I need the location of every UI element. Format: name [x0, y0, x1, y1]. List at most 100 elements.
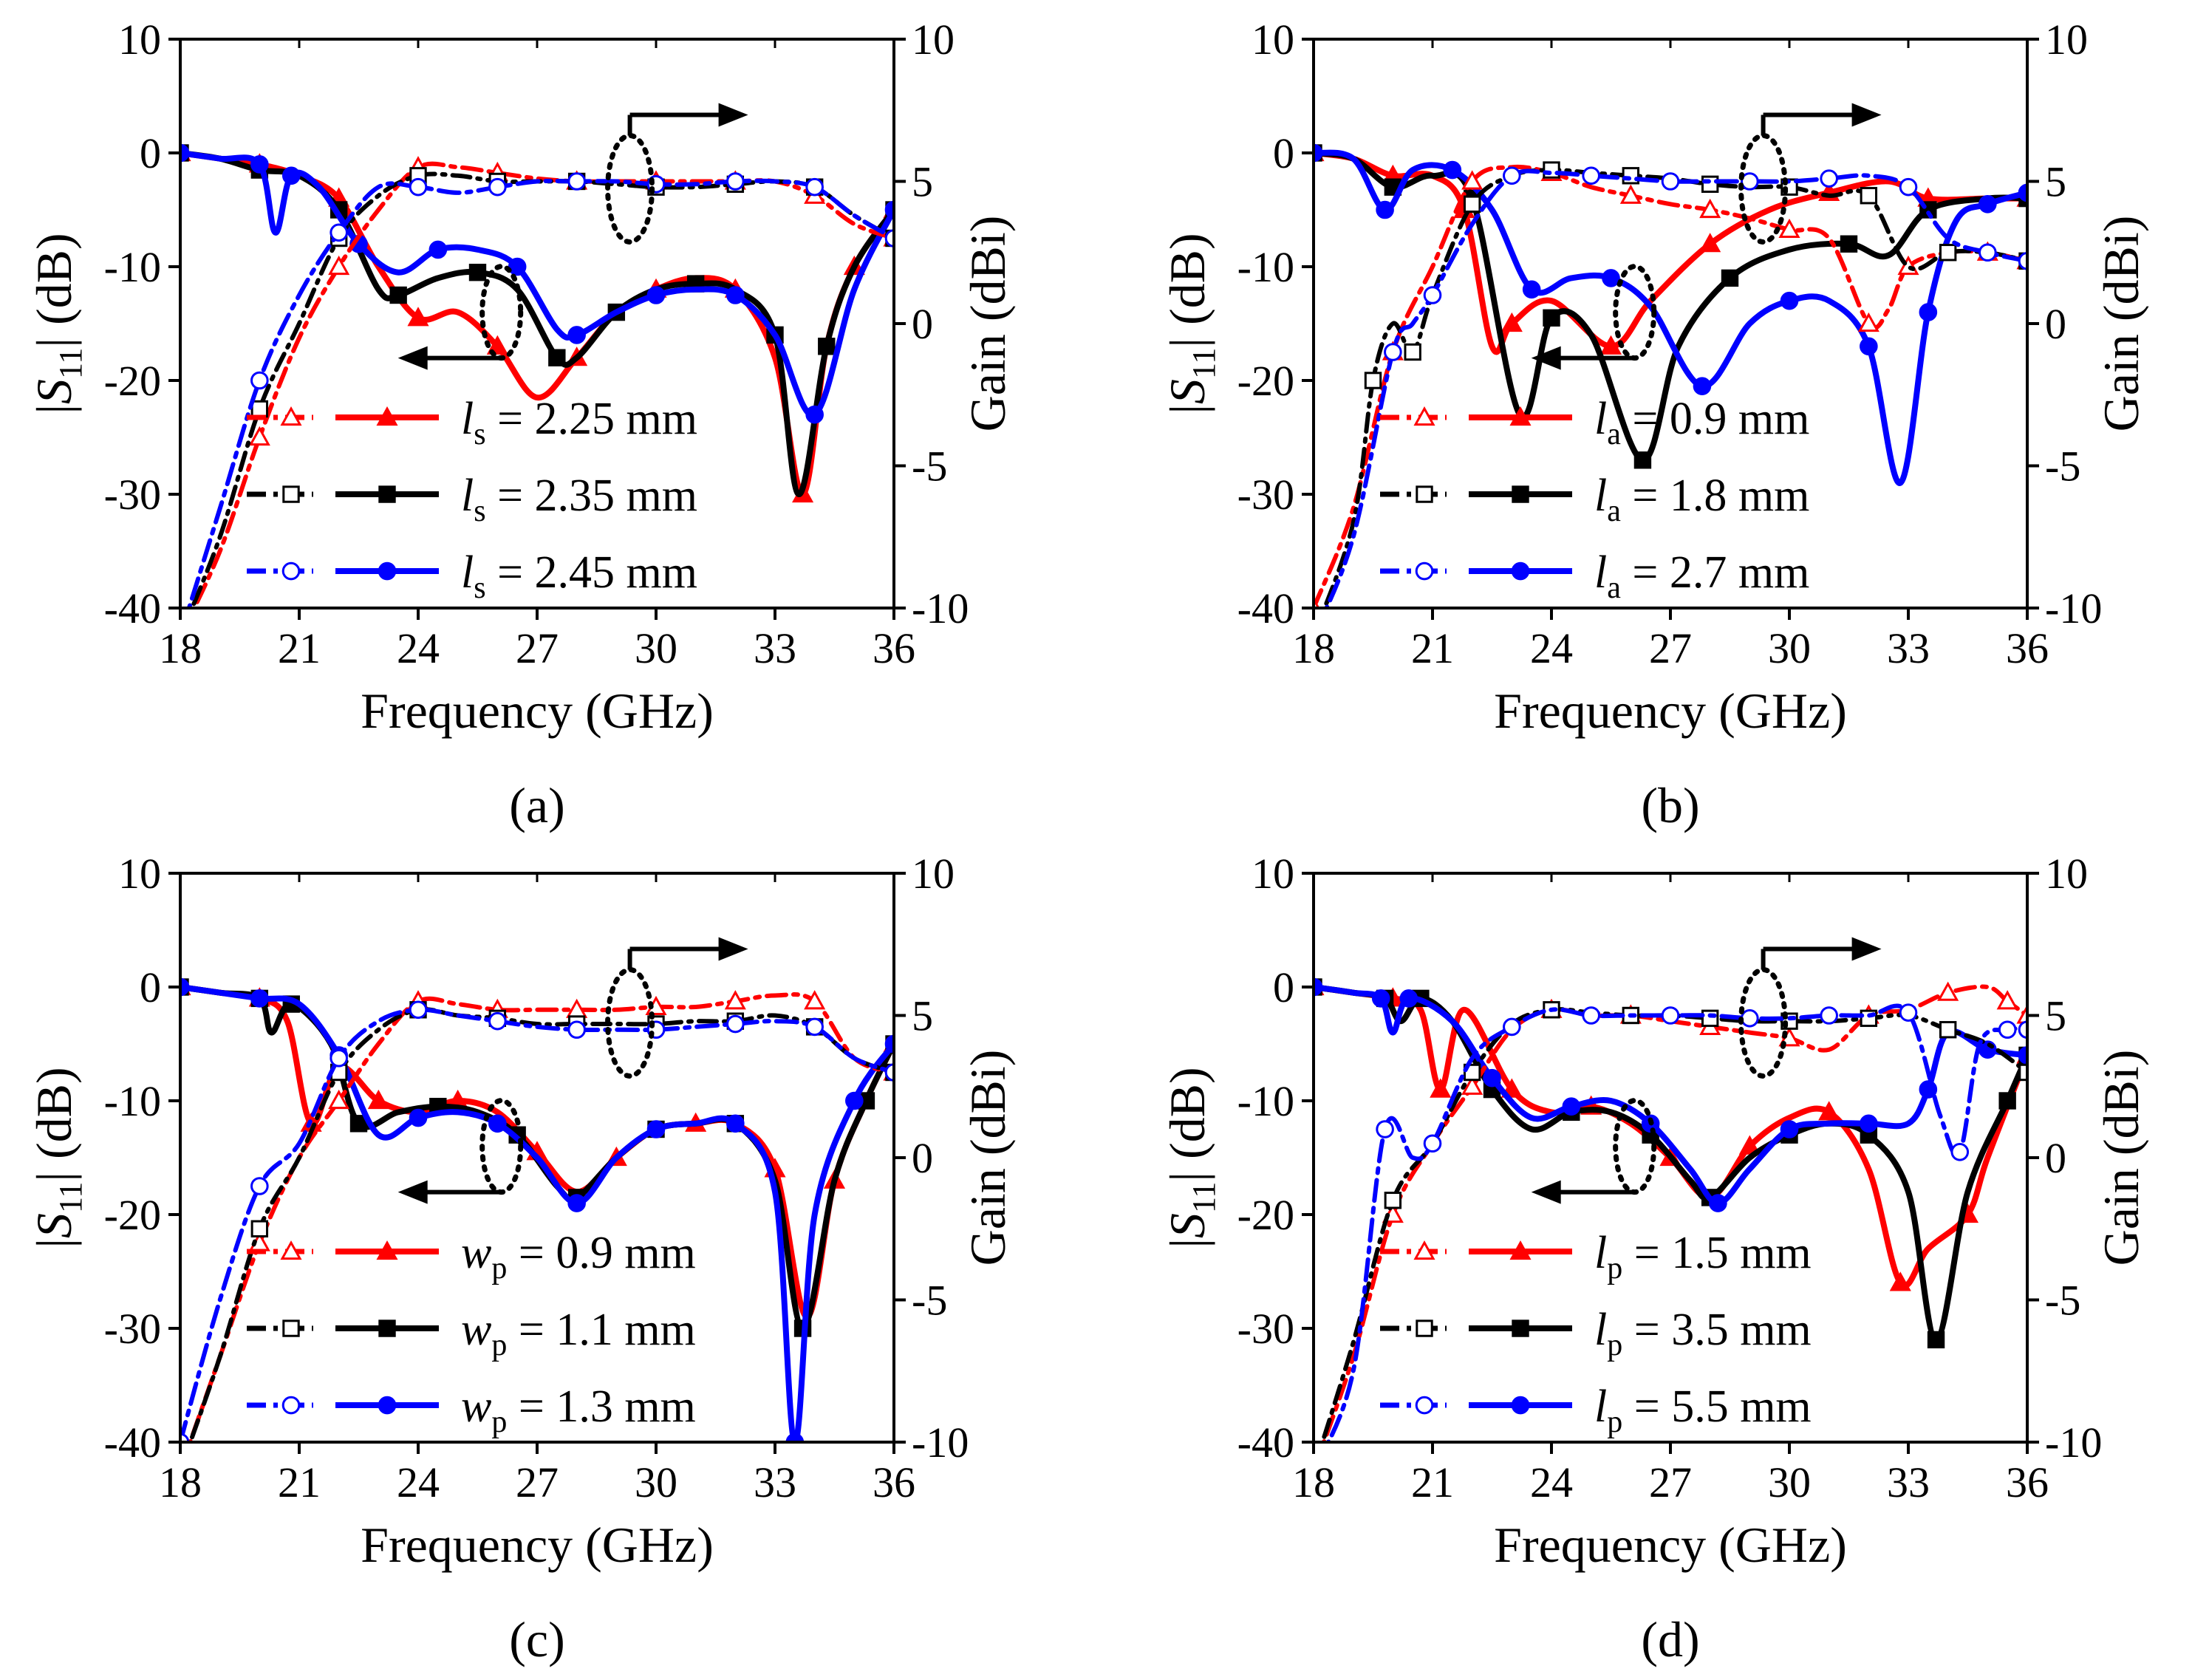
data-point	[1582, 1006, 1600, 1025]
data-point	[1443, 160, 1462, 180]
y-tick-label-right: -10	[2045, 1418, 2102, 1466]
legend-s11-marker	[1512, 485, 1529, 503]
legend-entry: ls = 2.35 mm	[247, 471, 697, 528]
legend-entry: ls = 2.25 mm	[247, 394, 697, 451]
y-tick-label-left: -40	[104, 584, 161, 632]
series	[180, 1000, 894, 1442]
y-axis-title-left: |S11| (dB)	[1159, 233, 1222, 414]
panel-label: (c)	[509, 1611, 564, 1667]
data-point	[845, 1091, 864, 1110]
y-tick-label-left: 0	[1273, 129, 1294, 177]
x-tick-label: 18	[159, 1458, 202, 1506]
data-point	[1738, 1135, 1761, 1155]
data-point	[367, 1089, 389, 1110]
data-point	[488, 1114, 507, 1133]
y-tick-label-left: 0	[140, 129, 161, 177]
data-point	[1384, 343, 1402, 361]
legend-label: la = 2.7 mm	[1594, 547, 1809, 605]
right-arrow-icon	[1851, 103, 1882, 127]
data-point	[726, 1114, 745, 1133]
left-arrow-icon	[1531, 1180, 1561, 1204]
x-tick-label: 30	[635, 624, 677, 672]
y-axis-title-left: |S11| (dB)	[26, 233, 89, 414]
data-point	[1860, 187, 1878, 205]
y-tick-label-right: -5	[2045, 1277, 2080, 1325]
y-tick-label-left: -20	[104, 357, 161, 405]
x-tick-label: 27	[516, 624, 559, 672]
data-point	[805, 177, 824, 197]
data-point	[1543, 161, 1560, 179]
legend-s11-marker	[376, 1240, 398, 1260]
y-tick-label-right: 5	[912, 992, 933, 1040]
data-point	[1778, 218, 1800, 239]
plot-frame	[1312, 38, 2029, 609]
data-point	[1899, 1003, 1918, 1022]
data-point	[805, 1017, 824, 1037]
legend-label: wp = 1.1 mm	[461, 1305, 696, 1362]
x-tick-label: 21	[1411, 1458, 1454, 1506]
data-point	[1633, 451, 1652, 469]
x-tick-label: 24	[1530, 624, 1573, 672]
data-point	[1602, 269, 1620, 287]
data-point	[1399, 989, 1418, 1008]
legend-s11-marker	[1511, 561, 1530, 581]
data-point	[389, 286, 407, 304]
x-tick-label: 18	[159, 624, 202, 672]
y-tick-label-right: 10	[2045, 16, 2088, 64]
data-point	[250, 400, 269, 418]
data-point	[1998, 1020, 2017, 1039]
legend-entry: lp = 1.5 mm	[1380, 1228, 1812, 1285]
data-point	[1423, 1134, 1442, 1153]
y-axis-title-left: |S11| (dB)	[26, 1067, 89, 1248]
chart-panel: 18 21 24 27 30 33 36 10 0 -10 -20 -30 -40 10 5 0 -5 -10 Fr…	[26, 850, 1016, 1667]
data-point	[1314, 977, 1323, 997]
data-point	[1857, 312, 1879, 332]
legend-label: lp = 1.5 mm	[1594, 1228, 1812, 1285]
data-point	[1384, 1192, 1402, 1209]
right-arrow-icon	[1851, 937, 1882, 961]
series	[180, 977, 894, 1442]
legend-entry: wp = 0.9 mm	[247, 1228, 696, 1285]
y-tick-label-right: 10	[912, 16, 955, 64]
data-point	[1461, 170, 1484, 190]
y-tick-label-left: -30	[104, 1305, 161, 1353]
series	[1314, 977, 2027, 1212]
data-point	[1939, 1021, 1957, 1039]
panel-label: (d)	[1641, 1611, 1699, 1667]
legend: lp = 1.5 mm lp = 3.5 mm lp = 5.5 mm	[1380, 1228, 1812, 1439]
data-point	[1998, 1092, 2016, 1110]
annotations	[1531, 937, 1882, 1204]
data-point	[1661, 1006, 1680, 1025]
data-point	[646, 286, 666, 304]
data-point	[726, 172, 745, 191]
data-point	[1820, 169, 1838, 188]
legend-label: wp = 1.3 mm	[461, 1382, 696, 1439]
legend: la = 0.9 mm la = 1.8 mm la = 2.7 mm	[1380, 394, 1809, 605]
data-point	[1699, 198, 1721, 219]
data-point	[1939, 244, 1957, 262]
series	[186, 172, 894, 608]
x-tick-label: 27	[1649, 1458, 1692, 1506]
data-point	[818, 338, 836, 355]
legend-label: ls = 2.35 mm	[461, 471, 697, 528]
legend-s11-marker	[1511, 1396, 1530, 1415]
data-point	[328, 255, 350, 276]
data-point	[724, 990, 746, 1010]
data-point	[1820, 1006, 1838, 1025]
data-point	[548, 349, 566, 366]
data-point	[250, 155, 269, 174]
data-point	[1483, 1068, 1501, 1087]
y-tick-label-left: -40	[1237, 584, 1294, 632]
chart-panel: 18 21 24 27 30 33 36 10 0 -10 -20 -30 -40 10 5 0 -5 -10 Fr…	[1159, 850, 2149, 1667]
data-point	[1500, 312, 1523, 332]
data-point	[409, 177, 428, 197]
y-tick-label-right: 10	[912, 850, 955, 898]
s11-ellipse	[1613, 264, 1657, 361]
y-tick-label-left: -20	[1237, 1191, 1294, 1239]
data-point	[1780, 1120, 1799, 1138]
data-point	[646, 1120, 666, 1138]
x-tick-label: 24	[397, 624, 440, 672]
data-point	[1693, 377, 1712, 396]
data-point	[1950, 1143, 1970, 1161]
right-arrow-icon	[718, 937, 748, 961]
